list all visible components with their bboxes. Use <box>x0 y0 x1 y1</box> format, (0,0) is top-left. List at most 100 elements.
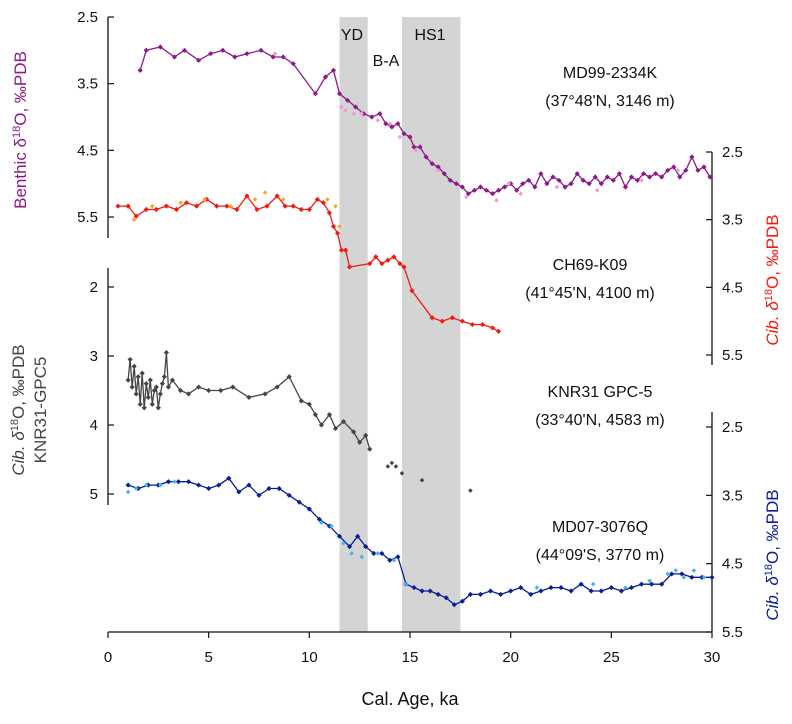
data-point <box>379 550 385 557</box>
data-point <box>397 261 403 267</box>
data-point <box>262 190 268 195</box>
data-point <box>691 568 697 573</box>
data-point <box>562 184 568 190</box>
data-point <box>353 104 359 110</box>
x-tick-label: 20 <box>502 649 519 666</box>
data-point <box>314 196 320 202</box>
data-point <box>202 197 207 202</box>
data-point <box>528 591 534 598</box>
data-point <box>171 54 178 60</box>
data-point <box>272 51 278 56</box>
data-point <box>671 164 677 170</box>
data-point <box>234 206 240 213</box>
data-point <box>347 543 353 550</box>
data-point <box>423 154 429 160</box>
data-point <box>568 181 574 187</box>
data-point <box>330 223 337 230</box>
y-tick-label: 4.5 <box>722 279 743 296</box>
data-point <box>375 118 381 123</box>
data-point <box>316 516 322 522</box>
y-tick-label: 3.5 <box>722 212 743 229</box>
data-point <box>471 187 478 193</box>
data-point <box>538 171 544 177</box>
data-point <box>270 54 276 60</box>
data-point <box>206 485 212 492</box>
data-point <box>391 254 397 260</box>
data-point <box>349 551 354 556</box>
data-point <box>665 167 671 173</box>
data-point <box>183 200 190 206</box>
data-point <box>459 318 465 324</box>
y-tick-label: 2.5 <box>722 144 743 161</box>
x-tick-label: 25 <box>603 649 620 666</box>
y-axis-label: Benthic δ18O, ‰PDB <box>11 51 30 209</box>
data-point <box>326 412 333 418</box>
data-point <box>135 374 141 380</box>
data-point <box>379 261 385 267</box>
data-point <box>526 177 532 183</box>
shade-hs1 <box>401 17 461 632</box>
data-point <box>329 523 334 529</box>
data-point <box>262 391 268 397</box>
data-point <box>218 387 224 394</box>
data-point <box>568 588 574 594</box>
data-point <box>280 197 286 202</box>
data-point <box>351 429 357 435</box>
data-point <box>449 315 455 321</box>
data-point <box>439 318 445 324</box>
data-point <box>363 432 369 438</box>
data-point <box>306 206 312 213</box>
data-point <box>646 174 653 180</box>
data-point <box>413 148 419 153</box>
x-tick-label: 30 <box>704 649 721 666</box>
y-tick-label: 3.5 <box>722 487 743 504</box>
data-point <box>157 44 163 50</box>
data-point <box>465 191 471 197</box>
data-point <box>125 377 131 383</box>
y-tick-label: 5.5 <box>722 624 743 641</box>
data-point <box>282 203 288 209</box>
data-point <box>459 184 465 190</box>
data-point <box>377 111 383 117</box>
data-point <box>131 217 137 222</box>
core-location: (33°40'N, 4583 m) <box>535 412 665 429</box>
data-point <box>673 568 679 573</box>
data-point <box>701 164 707 170</box>
data-point <box>443 595 449 601</box>
data-point <box>236 489 242 495</box>
core-name: MD07-3076Q <box>552 519 648 536</box>
data-point <box>451 602 457 608</box>
data-point <box>435 164 441 170</box>
data-point <box>286 374 292 380</box>
data-point <box>435 168 441 173</box>
y-tick-label: 4.5 <box>722 556 743 573</box>
data-point <box>276 485 282 492</box>
data-point <box>312 412 318 418</box>
data-point <box>153 206 159 213</box>
data-point <box>401 131 407 137</box>
data-point <box>274 193 280 199</box>
data-point <box>387 121 393 126</box>
data-point <box>232 54 238 60</box>
data-point <box>395 554 401 560</box>
shaded-intervals <box>339 17 461 632</box>
data-point <box>196 57 202 63</box>
data-point <box>178 200 183 206</box>
data-point <box>467 591 473 598</box>
data-point <box>558 584 564 591</box>
data-point <box>252 197 258 202</box>
data-point <box>340 418 347 425</box>
data-point <box>707 174 713 180</box>
data-point <box>319 520 324 525</box>
data-point <box>391 557 397 563</box>
data-point <box>494 198 499 203</box>
data-point <box>125 482 131 488</box>
y-axis-label: Cib. δ18O, ‰PDB <box>9 344 28 475</box>
data-point <box>580 177 586 183</box>
data-point <box>133 391 139 397</box>
data-point <box>487 588 494 594</box>
data-point <box>622 184 629 190</box>
y-tick-label: 2 <box>90 279 98 296</box>
